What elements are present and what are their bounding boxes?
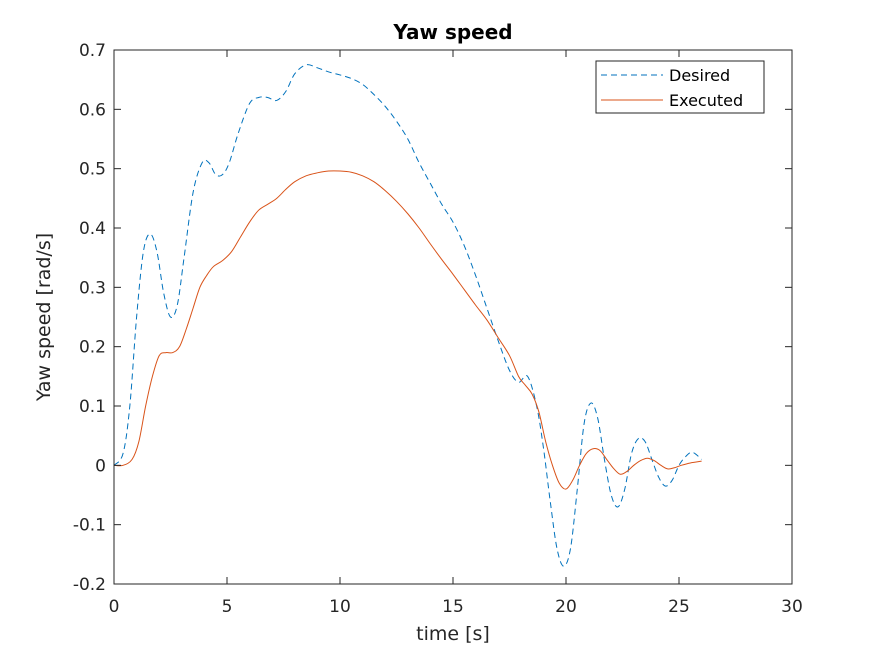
x-tick-label: 30 — [781, 597, 803, 617]
series-layer — [113, 64, 702, 567]
x-tick-label: 20 — [555, 597, 577, 617]
chart-title: Yaw speed — [392, 20, 512, 44]
legend-label-desired: Desired — [669, 66, 730, 85]
legend: Desired Executed — [595, 60, 765, 114]
legend-box — [595, 60, 765, 114]
x-tick-label: 25 — [668, 597, 690, 617]
legend-label-executed: Executed — [669, 91, 743, 110]
y-tick-label: 0.2 — [79, 338, 106, 358]
x-tick-label: 10 — [329, 597, 351, 617]
y-tick-label: 0 — [95, 456, 106, 476]
y-tick-label: 0.4 — [79, 219, 106, 239]
y-tick-label: 0.3 — [79, 278, 106, 298]
x-tick-label: 0 — [109, 597, 120, 617]
ticks-layer: 0 5 10 15 20 25 30 -0.2 -0.1 0 0.1 0.2 0.3 0.4 0.5 0.6 0… — [73, 41, 803, 617]
y-tick-label: 0.5 — [79, 160, 106, 180]
y-axis-label: Yaw speed [rad/s] — [33, 233, 55, 402]
y-tick-label: 0.1 — [79, 397, 106, 417]
y-tick-label: 0.6 — [79, 100, 106, 120]
y-tick-label: -0.2 — [73, 575, 106, 595]
x-axis-label: time [s] — [416, 623, 490, 645]
y-tick-label: -0.1 — [73, 516, 106, 536]
y-tick-label: 0.7 — [79, 41, 106, 61]
series-line-executed — [113, 170, 702, 490]
x-tick-label: 5 — [222, 597, 233, 617]
plot-area — [114, 50, 792, 584]
series-line-desired — [113, 64, 702, 567]
x-tick-label: 15 — [442, 597, 464, 617]
